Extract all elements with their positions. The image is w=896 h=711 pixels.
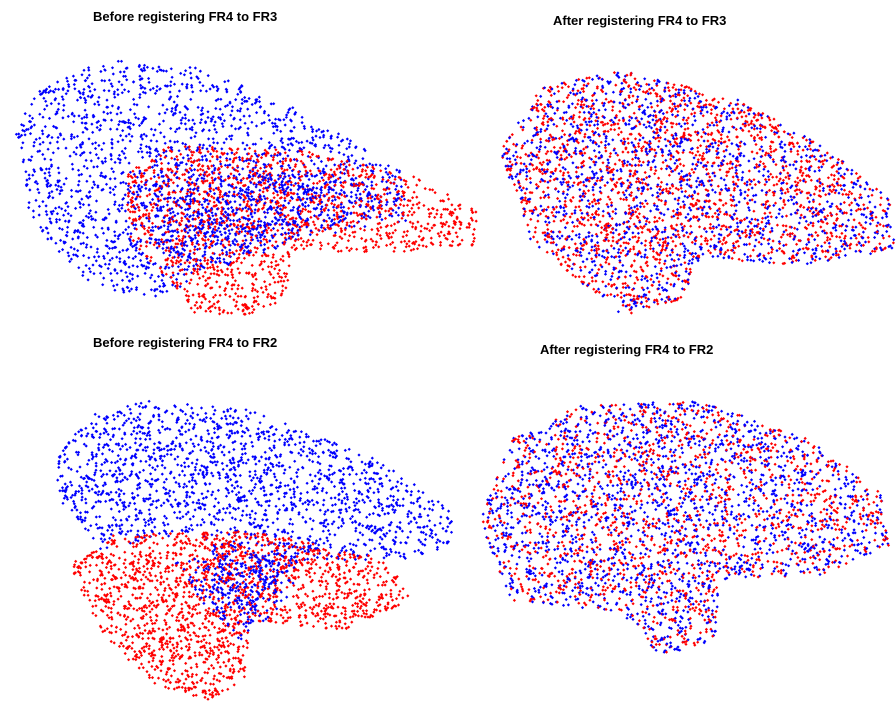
panel-title: Before registering FR4 to FR2: [93, 335, 277, 350]
background: [0, 0, 896, 711]
figure: Before registering FR4 to FR3 After regi…: [0, 0, 896, 711]
panel-title: After registering FR4 to FR3: [553, 13, 726, 28]
panel-title: Before registering FR4 to FR3: [93, 9, 277, 24]
panel-title: After registering FR4 to FR2: [540, 342, 713, 357]
